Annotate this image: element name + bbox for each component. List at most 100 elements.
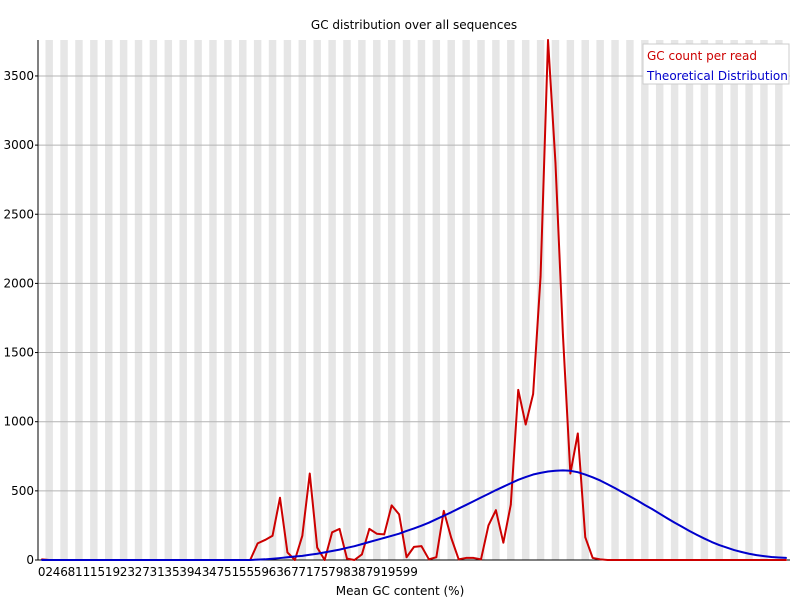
background-band (715, 40, 723, 560)
data-point-1 (145, 559, 147, 561)
data-point-1 (614, 487, 616, 489)
x-tick-label: 43 (194, 565, 209, 579)
data-point-0 (703, 559, 706, 561)
data-point-0 (517, 389, 520, 391)
background-band (536, 40, 545, 560)
x-tick-label: 91 (373, 565, 388, 579)
data-point-1 (390, 535, 393, 537)
background-band (387, 40, 396, 560)
data-point-1 (524, 476, 527, 478)
data-point-0 (323, 559, 326, 561)
background-band (75, 40, 83, 560)
x-tick-label: 47 (209, 565, 224, 579)
data-point-1 (621, 491, 624, 494)
background-band (581, 40, 589, 560)
y-tick-label: 500 (11, 484, 34, 498)
data-point-0 (286, 551, 289, 554)
data-point-1 (435, 518, 438, 520)
data-point-1 (599, 479, 601, 482)
data-point-1 (271, 557, 274, 560)
data-point-1 (509, 482, 512, 485)
data-point-1 (554, 470, 557, 472)
x-tick-label: 71 (298, 565, 313, 579)
data-point-0 (606, 559, 609, 561)
data-point-1 (160, 559, 162, 561)
background-band (105, 40, 113, 560)
background-band (626, 40, 634, 560)
data-point-0 (413, 546, 415, 548)
data-point-1 (755, 554, 758, 556)
data-point-1 (338, 548, 341, 551)
x-tick-label: 15 (90, 565, 105, 579)
data-point-1 (174, 559, 177, 561)
data-point-1 (249, 559, 251, 561)
background-band (566, 40, 575, 560)
data-point-1 (673, 521, 676, 524)
data-point-0 (688, 559, 691, 561)
data-point-1 (636, 499, 639, 502)
background-band (45, 40, 53, 560)
background-band (134, 40, 143, 560)
data-point-1 (405, 530, 408, 532)
legend-label-gc-count: GC count per read (647, 49, 757, 63)
data-point-0 (621, 559, 624, 561)
x-tick-label: 59 (254, 565, 269, 579)
data-point-0 (696, 559, 698, 561)
data-point-1 (487, 493, 490, 495)
data-point-0 (465, 557, 467, 559)
data-point-0 (740, 559, 743, 561)
data-point-0 (271, 535, 274, 537)
data-point-1 (346, 547, 348, 549)
data-point-1 (212, 559, 214, 561)
background-band (700, 40, 709, 560)
x-tick-label: 75 (313, 565, 328, 579)
data-point-1 (763, 555, 765, 557)
data-point-1 (219, 559, 222, 561)
data-point-1 (651, 508, 654, 510)
data-point-0 (338, 528, 341, 530)
data-point-0 (294, 559, 296, 561)
data-point-1 (740, 551, 743, 553)
data-point-0 (584, 536, 587, 538)
data-point-1 (733, 549, 735, 551)
data-point-1 (688, 530, 691, 532)
data-point-0 (316, 546, 319, 549)
data-point-1 (495, 489, 497, 491)
data-point-1 (234, 559, 237, 561)
data-point-1 (562, 469, 564, 472)
data-point-0 (487, 524, 490, 527)
data-point-0 (755, 559, 758, 561)
data-point-1 (204, 559, 207, 561)
background-band (775, 40, 783, 560)
background-band (641, 40, 649, 560)
data-point-0 (636, 559, 639, 561)
data-point-1 (40, 559, 43, 561)
data-point-0 (569, 472, 572, 475)
data-point-0 (554, 162, 557, 164)
legend-box (642, 43, 790, 85)
data-point-0 (666, 559, 668, 561)
data-point-1 (383, 537, 386, 539)
data-point-1 (227, 559, 229, 561)
background-band (730, 40, 738, 560)
data-point-1 (182, 559, 184, 561)
data-point-0 (748, 559, 750, 561)
data-point-1 (457, 507, 460, 510)
background-band (90, 40, 98, 560)
background-band (60, 40, 68, 560)
background-band (402, 40, 411, 560)
data-point-0 (256, 542, 259, 545)
data-point-0 (718, 559, 721, 561)
data-point-1 (547, 470, 549, 473)
data-point-1 (785, 557, 788, 559)
data-point-1 (606, 483, 609, 486)
background-band (611, 40, 619, 560)
data-point-0 (375, 532, 378, 535)
data-point-1 (279, 557, 281, 559)
data-point-1 (361, 543, 363, 545)
data-point-0 (346, 557, 348, 560)
x-tick-label: 23 (120, 565, 135, 579)
data-point-1 (85, 559, 88, 561)
data-point-1 (778, 556, 780, 559)
